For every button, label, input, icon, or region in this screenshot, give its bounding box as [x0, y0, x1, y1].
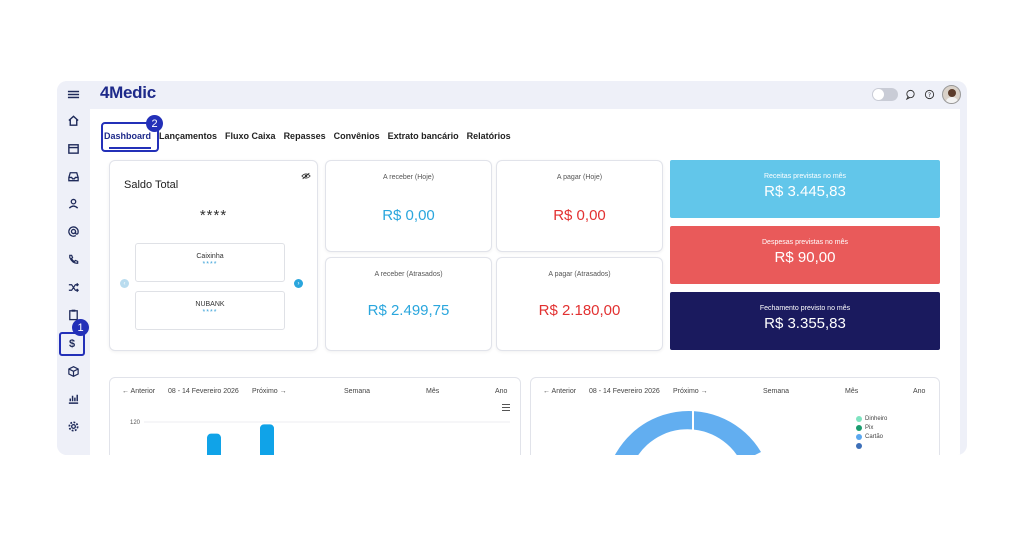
legend-item: Pix	[856, 425, 887, 431]
app-logo[interactable]: 4Medic	[100, 83, 156, 102]
account-card[interactable]: Caixinha ****	[135, 243, 285, 282]
active-tab-highlight	[101, 122, 159, 152]
phone-icon[interactable]	[63, 249, 83, 269]
help-icon[interactable]: ?	[923, 88, 936, 101]
donut-chart-panel: ← Anterior 08 - 14 Fevereiro 2026 Próxim…	[530, 377, 940, 455]
tab-extrato-bancario[interactable]: Extrato bancário	[387, 131, 459, 141]
avatar[interactable]	[942, 85, 961, 104]
y-tick-label: 120	[130, 420, 141, 426]
finance-nav-item[interactable]: $	[59, 332, 85, 356]
topbar: 4Medic ?	[90, 81, 967, 109]
date-range: 08 - 14 Fevereiro 2026	[589, 388, 660, 395]
main-content: 2 Dashboard Lançamentos Fluxo Caixa Repa…	[90, 109, 960, 455]
fechamento-value: R$ 3.355,83	[764, 315, 846, 332]
sidebar: $ 1	[57, 81, 90, 455]
clipboard-icon[interactable]	[63, 304, 83, 324]
tab-repasses[interactable]: Repasses	[283, 131, 326, 141]
pagar-atrasados-value: R$ 2.180,00	[538, 302, 621, 319]
pagar-hoje-value: R$ 0,00	[553, 207, 606, 224]
receber-atrasados-value: R$ 2.499,75	[367, 302, 450, 319]
pagar-atrasados-card: A pagar (Atrasados) R$ 2.180,00	[496, 257, 663, 351]
chart-menu-icon[interactable]	[502, 404, 510, 413]
receitas-value: R$ 3.445,83	[764, 183, 846, 200]
tab-relatorios[interactable]: Relatórios	[466, 131, 511, 141]
step-badge-1: 1	[72, 319, 89, 336]
prev-button[interactable]: ← Anterior	[543, 388, 577, 395]
date-range: 08 - 14 Fevereiro 2026	[168, 388, 239, 395]
chart-icon[interactable]	[63, 388, 83, 408]
period-year[interactable]: Ano	[495, 388, 508, 395]
app-window: $ 1 4Medic ? 2 Dashboard	[57, 81, 967, 455]
despesas-value: R$ 90,00	[774, 249, 836, 266]
despesas-previstas-card: Despesas previstas no mês R$ 90,00	[670, 226, 940, 284]
period-month[interactable]: Mês	[426, 388, 440, 395]
period-week[interactable]: Semana	[763, 388, 790, 395]
legend-item: Cartão	[856, 434, 887, 440]
bar-chart-panel: ← Anterior 08 - 14 Fevereiro 2026 Próxim…	[109, 377, 521, 455]
box-icon[interactable]	[63, 361, 83, 381]
next-button[interactable]: Próximo →	[673, 388, 708, 395]
prev-button[interactable]: ← Anterior	[122, 388, 156, 395]
tab-dashboard[interactable]: Dashboard	[104, 131, 152, 141]
chat-icon[interactable]	[904, 88, 917, 101]
period-year[interactable]: Ano	[913, 388, 926, 395]
tab-lancamentos[interactable]: Lançamentos	[159, 131, 218, 141]
tab-underline	[109, 147, 151, 149]
svg-text:?: ?	[928, 91, 931, 99]
inbox-icon[interactable]	[63, 166, 83, 186]
saldo-value: ****	[199, 207, 228, 224]
legend-item: .	[856, 443, 887, 449]
receber-atrasados-card: A receber (Atrasados) R$ 2.499,75	[325, 257, 492, 351]
home-icon[interactable]	[63, 110, 83, 130]
next-button[interactable]: Próximo →	[252, 388, 287, 395]
bar[interactable]	[207, 433, 221, 455]
donut-segment	[614, 411, 761, 455]
tab-fluxo-caixa[interactable]: Fluxo Caixa	[225, 131, 276, 141]
pagar-hoje-card: A pagar (Hoje) R$ 0,00	[496, 160, 663, 252]
chart-legend: Dinheiro Pix Cartão .	[856, 416, 887, 452]
gear-icon[interactable]	[63, 416, 83, 436]
fechamento-previsto-card: Fechamento previsto no mês R$ 3.355,83	[670, 292, 940, 350]
saldo-total-card: Saldo Total **** ‹ › Caixinha **** NUBAN…	[109, 160, 318, 351]
bar[interactable]	[260, 424, 274, 455]
at-icon[interactable]	[63, 221, 83, 241]
next-account-icon[interactable]: ›	[294, 279, 303, 288]
receber-hoje-value: R$ 0,00	[382, 207, 435, 224]
period-month[interactable]: Mês	[845, 388, 859, 395]
menu-icon[interactable]	[63, 84, 83, 104]
calendar-icon[interactable]	[63, 138, 83, 158]
receber-hoje-card: A receber (Hoje) R$ 0,00	[325, 160, 492, 252]
dollar-icon: $	[68, 338, 76, 350]
tab-convenios[interactable]: Convênios	[333, 131, 380, 141]
period-week[interactable]: Semana	[344, 388, 371, 395]
user-icon[interactable]	[63, 193, 83, 213]
account-card[interactable]: NUBANK ****	[135, 291, 285, 330]
shuffle-icon[interactable]	[63, 277, 83, 297]
receitas-previstas-card: Receitas previstas no mês R$ 3.445,83	[670, 160, 940, 218]
donut-chart	[614, 406, 761, 455]
theme-toggle[interactable]	[872, 88, 898, 101]
tab-bar: Dashboard Lançamentos Fluxo Caixa Repass…	[104, 131, 511, 141]
eye-off-icon[interactable]	[301, 167, 311, 185]
prev-account-icon[interactable]: ‹	[120, 279, 129, 288]
saldo-title: Saldo Total	[124, 179, 179, 191]
legend-item: Dinheiro	[856, 416, 887, 422]
step-badge-2: 2	[146, 115, 163, 132]
